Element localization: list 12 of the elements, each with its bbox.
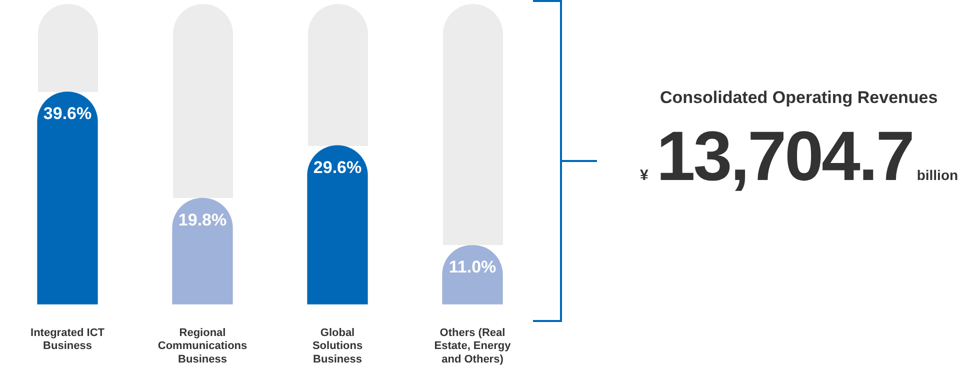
x-tick-label: Global Solutions Business	[312, 327, 363, 366]
text: billion	[916, 167, 958, 183]
x-tick-label: Regional Communications Business	[158, 327, 248, 366]
data-label: 39.6%	[43, 104, 92, 124]
text: Consolidated Operating Revenues	[660, 88, 938, 108]
text: 13,704.7	[656, 116, 913, 196]
text: ¥	[640, 167, 648, 184]
data-label: 19.8%	[178, 210, 227, 230]
data-label: 29.6%	[313, 158, 362, 177]
data-label: 11.0%	[448, 258, 496, 277]
x-tick-label: Others (Real Estate, Energy and Others)	[434, 327, 512, 366]
x-tick-label: Integrated ICT Business	[30, 327, 105, 352]
